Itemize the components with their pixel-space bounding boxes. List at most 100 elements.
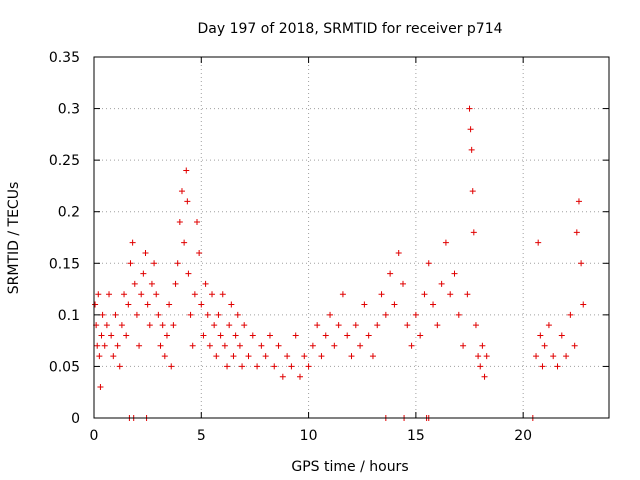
data-point [262,353,269,360]
data-point [344,332,351,339]
data-point [144,301,151,308]
data-point [245,353,252,360]
data-point [545,322,552,329]
data-point [361,301,368,308]
data-point [378,291,385,298]
data-point [146,322,153,329]
data-point [412,311,419,318]
data-point [202,280,209,287]
data-point [297,373,303,380]
data-point [575,198,582,205]
grid [94,57,609,418]
data-point [472,322,479,329]
data-point [468,146,475,153]
data-point [258,342,265,349]
data-point [382,311,389,318]
data-point [221,342,228,349]
data-point [148,280,155,287]
data-point [123,332,130,339]
data-point [580,301,587,308]
data-point [170,322,177,329]
data-point [481,373,488,380]
data-point [305,363,312,370]
data-point [200,332,207,339]
data-point [348,353,355,360]
data-point [140,270,147,277]
data-point [153,291,160,298]
data-point [539,363,546,370]
data-point [211,322,218,329]
data-point [335,322,342,329]
y-tick-label: 0.05 [49,359,80,375]
data-point [331,342,338,349]
data-point [106,291,113,298]
data-point [176,219,183,226]
data-point [166,301,173,308]
data-point [314,322,321,329]
data-point [301,353,308,360]
data-point [387,270,394,277]
data-point [352,322,359,329]
data-point [99,311,106,318]
data-points [92,105,587,421]
data-point [550,353,557,360]
data-point [161,353,168,360]
data-point [103,322,110,329]
data-point [142,249,149,256]
data-point [131,280,138,287]
data-point [466,105,473,112]
data-point [198,301,205,308]
data-point [95,291,102,298]
data-point [204,311,211,318]
data-point [172,280,179,287]
data-point [183,167,190,174]
data-point [421,291,428,298]
data-point [232,332,239,339]
y-axis-label: SRMTID / TECUs [6,182,22,295]
data-point [116,363,123,370]
data-point [98,332,105,339]
data-point [114,342,121,349]
data-point [417,332,424,339]
data-point [554,363,561,370]
data-point [483,353,490,360]
data-point [184,198,191,205]
data-point [322,332,329,339]
data-point [174,260,181,267]
data-point [181,239,188,246]
data-point [185,270,192,277]
data-point [327,311,334,318]
axes: 0 0.05 0.1 0.15 0.2 0.25 0.3 0.35 0 5 10 15 20 [49,50,609,444]
data-point [224,363,231,370]
data-point [178,188,185,195]
y-tick-label: 0.35 [49,50,80,66]
data-point [279,373,286,380]
data-point [213,353,220,360]
x-tick-label: 15 [407,428,425,444]
data-point [479,342,486,349]
data-point [391,301,398,308]
data-point [309,342,316,349]
data-point [187,311,194,318]
data-point [567,311,574,318]
data-point [573,229,580,236]
chart-title: Day 197 of 2018, SRMTID for receiver p71… [197,21,502,37]
x-tick-label: 10 [300,428,318,444]
data-point [236,342,243,349]
data-point [163,332,170,339]
data-point [94,342,101,349]
data-point [535,239,542,246]
y-tick-label: 0.3 [58,102,80,118]
data-point [241,322,248,329]
x-tick-label: 5 [197,428,206,444]
data-point [189,342,196,349]
data-point [475,353,482,360]
data-point [127,260,134,267]
data-point [455,311,462,318]
data-point [108,332,115,339]
data-point [209,291,216,298]
data-point [318,353,325,360]
data-point [369,353,376,360]
data-point [219,291,226,298]
